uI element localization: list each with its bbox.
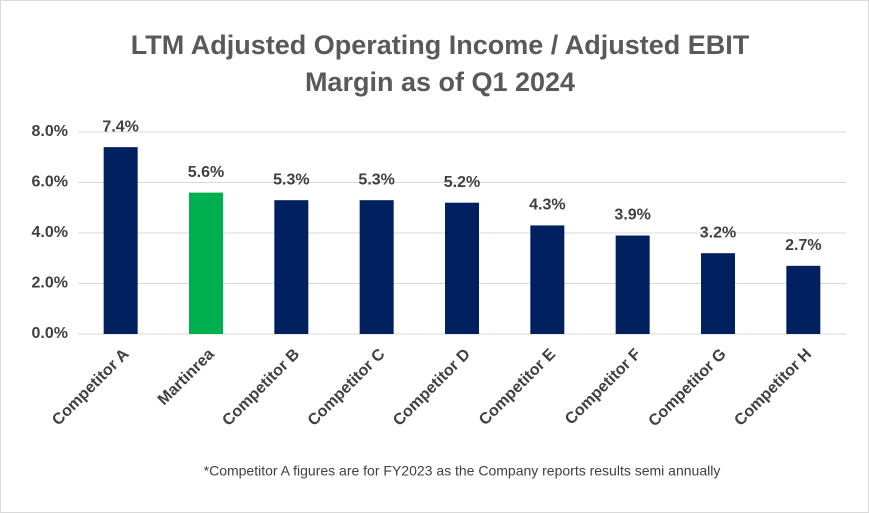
value-label: 2.7% bbox=[785, 237, 821, 254]
y-tick-label: 4.0% bbox=[32, 224, 68, 241]
value-label: 4.3% bbox=[529, 197, 565, 214]
chart-title: LTM Adjusted Operating Income / Adjusted… bbox=[131, 30, 750, 60]
y-tick-label: 8.0% bbox=[32, 123, 68, 140]
bar bbox=[615, 235, 650, 334]
value-label: 5.2% bbox=[444, 174, 480, 191]
value-label: 3.9% bbox=[614, 207, 650, 224]
value-label: 5.6% bbox=[188, 164, 224, 181]
y-tick-label: 0.0% bbox=[32, 325, 68, 342]
bar bbox=[189, 192, 223, 334]
footnote: *Competitor A figures are for FY2023 as … bbox=[204, 463, 721, 479]
value-label: 5.3% bbox=[358, 171, 394, 188]
bar bbox=[103, 147, 138, 334]
bar bbox=[530, 225, 565, 334]
bar bbox=[359, 200, 394, 334]
bar bbox=[701, 253, 735, 334]
y-tick-label: 2.0% bbox=[32, 275, 68, 292]
bar bbox=[786, 265, 821, 334]
bar bbox=[445, 202, 479, 334]
value-label: 3.2% bbox=[700, 224, 736, 241]
value-label: 7.4% bbox=[102, 118, 138, 135]
bar bbox=[274, 200, 309, 334]
y-tick-label: 6.0% bbox=[32, 174, 68, 191]
chart-title: Margin as of Q1 2024 bbox=[305, 67, 575, 97]
value-label: 5.3% bbox=[273, 171, 309, 188]
